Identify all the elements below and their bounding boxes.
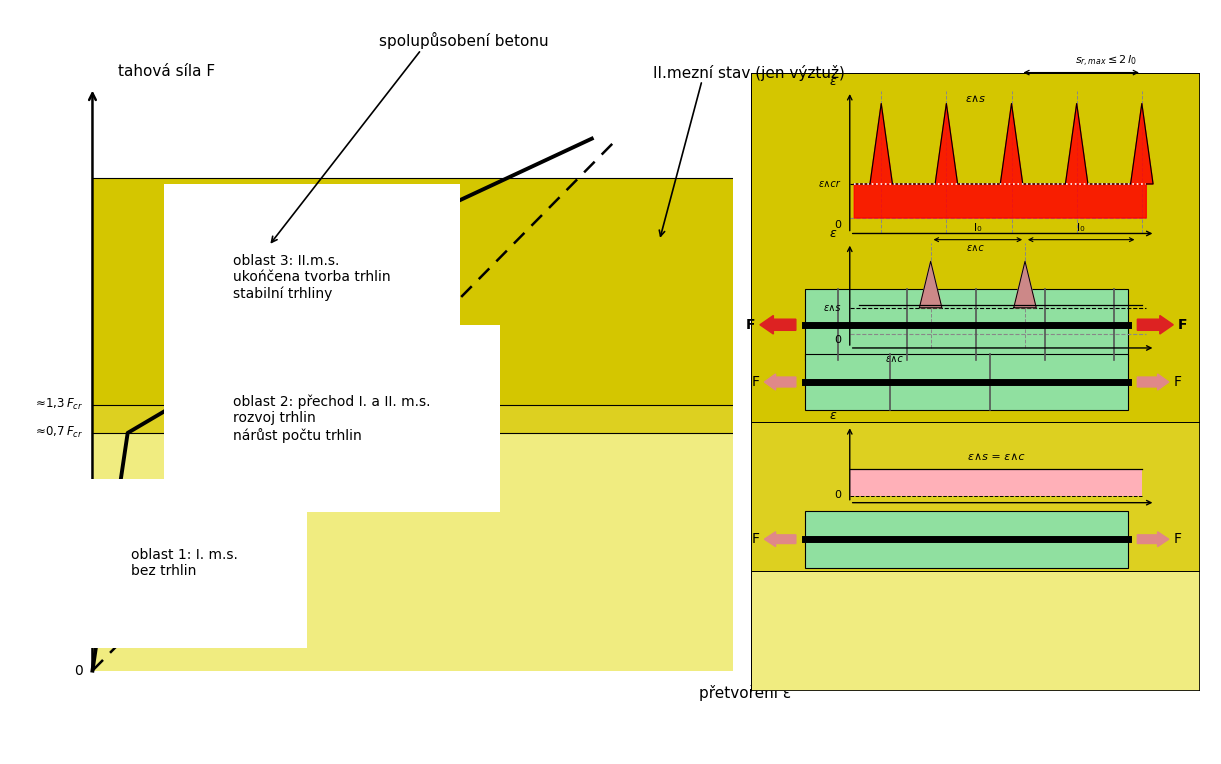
Text: F: F (1173, 375, 1182, 389)
Bar (805, 510, 1128, 568)
Text: l₀: l₀ (1077, 224, 1085, 234)
Text: ε: ε (829, 227, 836, 240)
Text: 0: 0 (834, 490, 841, 500)
Bar (850, 468, 1142, 497)
Text: F: F (1173, 533, 1182, 546)
Bar (93, 433, 733, 671)
Text: ε: ε (829, 410, 836, 422)
FancyArrow shape (1137, 374, 1168, 390)
Text: ε∧s = ε∧c: ε∧s = ε∧c (967, 452, 1024, 462)
Text: oblast 1: I. m.s.
bez trhlin: oblast 1: I. m.s. bez trhlin (131, 548, 238, 578)
Text: 0: 0 (834, 335, 841, 345)
Text: $\approx\!1{,}3\,F_{cr}$: $\approx\!1{,}3\,F_{cr}$ (33, 397, 83, 413)
Text: ε∧c: ε∧c (885, 354, 904, 364)
Text: $s_{r,max} \leq 2\,l_0$: $s_{r,max} \leq 2\,l_0$ (1074, 54, 1137, 70)
Polygon shape (855, 103, 1153, 218)
Text: přetvoření ε: přetvoření ε (700, 685, 791, 701)
Bar (751, 73, 1200, 422)
Polygon shape (919, 261, 941, 308)
Text: l₀: l₀ (974, 224, 982, 234)
Text: ε∧s: ε∧s (966, 93, 985, 103)
Text: oblast 2: přechod I. a II. m.s.
rozvoj trhlin
nárůst počtu trhlin: oblast 2: přechod I. a II. m.s. rozvoj t… (233, 395, 431, 443)
Text: F: F (746, 318, 756, 332)
FancyArrow shape (759, 316, 796, 334)
Text: $\approx\!0{,}7\,F_{cr}$: $\approx\!0{,}7\,F_{cr}$ (33, 426, 83, 441)
Text: ε: ε (829, 75, 836, 88)
Text: ε∧c: ε∧c (967, 243, 984, 253)
Text: tahová síla F: tahová síla F (118, 64, 215, 79)
Polygon shape (1013, 261, 1037, 308)
Text: 0: 0 (834, 220, 841, 231)
Text: II.mezní stav (jen výztuž): II.mezní stav (jen výztuž) (653, 65, 845, 81)
FancyArrow shape (764, 532, 796, 546)
Bar (93, 178, 733, 405)
FancyArrow shape (1137, 316, 1173, 334)
FancyArrow shape (1137, 532, 1168, 546)
Text: F: F (751, 533, 759, 546)
Text: ε∧s: ε∧s (823, 303, 841, 312)
Text: F: F (751, 375, 759, 389)
Bar (805, 354, 1128, 410)
Bar (751, 422, 1200, 571)
Text: spolupůsobení betonu: spolupůsobení betonu (380, 32, 548, 49)
FancyArrow shape (764, 374, 796, 390)
Bar (805, 289, 1128, 361)
Text: oblast 3: II.m.s.
ukońčena tvorba trhlin
stabilní trhliny: oblast 3: II.m.s. ukońčena tvorba trhlin… (233, 254, 391, 301)
Text: ε∧cr: ε∧cr (819, 179, 841, 189)
Bar (93, 405, 733, 433)
Bar (751, 571, 1200, 691)
Text: 0: 0 (74, 664, 83, 678)
Text: F: F (1177, 318, 1187, 332)
